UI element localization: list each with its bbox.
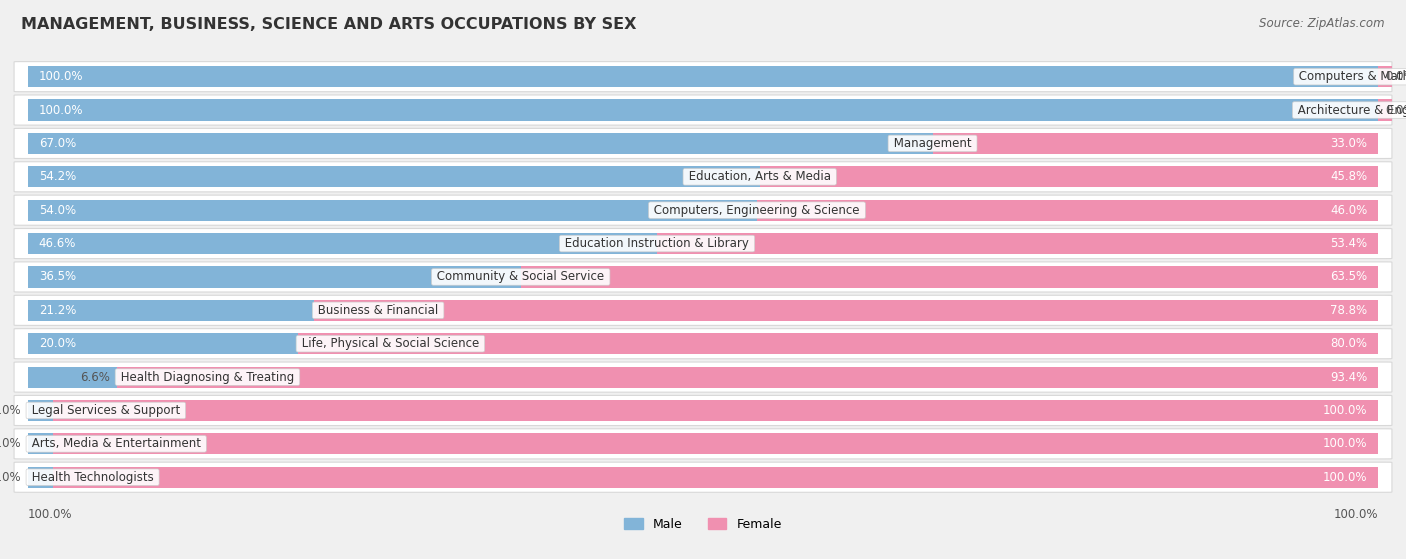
Bar [28,267,520,287]
Text: Business & Financial: Business & Financial [314,304,441,317]
Bar [756,200,1378,221]
Text: 6.6%: 6.6% [80,371,110,383]
FancyBboxPatch shape [14,162,1392,192]
Bar [28,233,657,254]
Text: Management: Management [890,137,976,150]
Bar [1378,100,1403,121]
Bar [28,200,756,221]
Bar [52,467,1378,488]
Bar [28,400,52,421]
Bar [28,367,117,388]
Text: 45.8%: 45.8% [1330,170,1367,183]
Text: 78.8%: 78.8% [1330,304,1367,317]
Text: Education, Arts & Media: Education, Arts & Media [685,170,835,183]
FancyBboxPatch shape [14,195,1392,225]
Text: Community & Social Service: Community & Social Service [433,271,609,283]
FancyBboxPatch shape [14,462,1392,492]
FancyBboxPatch shape [14,329,1392,359]
Bar [28,100,1378,121]
Text: 54.2%: 54.2% [39,170,76,183]
Text: Health Technologists: Health Technologists [28,471,157,484]
Text: 33.0%: 33.0% [1330,137,1367,150]
Bar [657,233,1378,254]
FancyBboxPatch shape [14,229,1392,259]
FancyBboxPatch shape [14,95,1392,125]
Text: 100.0%: 100.0% [39,103,83,116]
Bar [28,166,759,187]
Bar [28,66,1378,87]
Bar [117,367,1378,388]
Text: 100.0%: 100.0% [1334,508,1378,521]
Text: 93.4%: 93.4% [1330,371,1367,383]
Bar [52,433,1378,454]
Bar [28,333,298,354]
FancyBboxPatch shape [14,395,1392,425]
Text: Architecture & Engineering: Architecture & Engineering [1295,103,1406,116]
Bar [52,400,1378,421]
Bar [28,133,932,154]
Text: 53.4%: 53.4% [1330,237,1367,250]
FancyBboxPatch shape [14,262,1392,292]
Text: 63.5%: 63.5% [1330,271,1367,283]
Text: Computers, Engineering & Science: Computers, Engineering & Science [651,203,863,217]
Text: 0.0%: 0.0% [0,404,21,417]
Text: 80.0%: 80.0% [1330,337,1367,350]
Text: 100.0%: 100.0% [1323,471,1367,484]
Bar [28,300,314,321]
FancyBboxPatch shape [14,61,1392,92]
Text: Arts, Media & Entertainment: Arts, Media & Entertainment [28,437,205,451]
Text: 0.0%: 0.0% [1385,70,1406,83]
Text: Source: ZipAtlas.com: Source: ZipAtlas.com [1260,17,1385,30]
Text: 36.5%: 36.5% [39,271,76,283]
Bar [932,133,1378,154]
Text: 20.0%: 20.0% [39,337,76,350]
Bar [28,467,52,488]
Text: 0.0%: 0.0% [0,437,21,451]
Text: 100.0%: 100.0% [1323,404,1367,417]
Text: Computers & Mathematics: Computers & Mathematics [1295,70,1406,83]
Text: Education Instruction & Library: Education Instruction & Library [561,237,752,250]
Bar [1378,66,1403,87]
Text: Health Diagnosing & Treating: Health Diagnosing & Treating [117,371,298,383]
Bar [298,333,1378,354]
Text: 100.0%: 100.0% [28,508,72,521]
Text: 100.0%: 100.0% [1323,437,1367,451]
Text: 100.0%: 100.0% [39,70,83,83]
Text: 67.0%: 67.0% [39,137,76,150]
Text: MANAGEMENT, BUSINESS, SCIENCE AND ARTS OCCUPATIONS BY SEX: MANAGEMENT, BUSINESS, SCIENCE AND ARTS O… [21,17,637,32]
FancyBboxPatch shape [14,129,1392,159]
Bar [520,267,1378,287]
Bar [28,433,52,454]
Text: Legal Services & Support: Legal Services & Support [28,404,184,417]
Legend: Male, Female: Male, Female [619,513,787,536]
Bar [759,166,1378,187]
FancyBboxPatch shape [14,362,1392,392]
Bar [314,300,1378,321]
Text: 21.2%: 21.2% [39,304,76,317]
Text: Life, Physical & Social Science: Life, Physical & Social Science [298,337,482,350]
Text: 46.6%: 46.6% [39,237,76,250]
FancyBboxPatch shape [14,295,1392,325]
Text: 46.0%: 46.0% [1330,203,1367,217]
Text: 0.0%: 0.0% [0,471,21,484]
Text: 54.0%: 54.0% [39,203,76,217]
Text: 0.0%: 0.0% [1385,103,1406,116]
FancyBboxPatch shape [14,429,1392,459]
